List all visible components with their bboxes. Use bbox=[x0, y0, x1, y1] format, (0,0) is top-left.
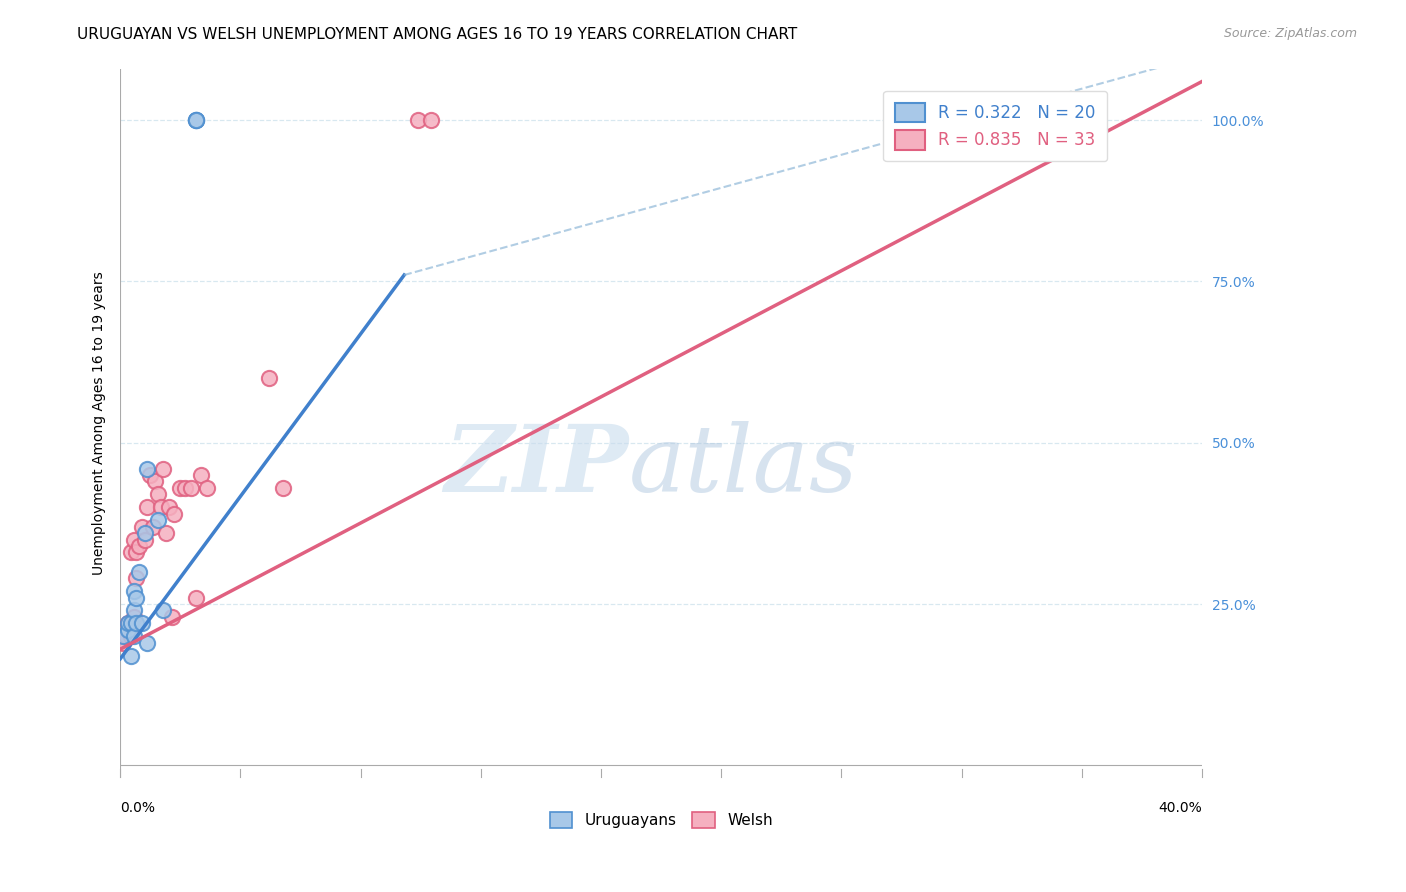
Point bbox=[125, 591, 148, 605]
Point bbox=[184, 113, 207, 128]
Text: 0.0%: 0.0% bbox=[121, 801, 155, 814]
Point bbox=[114, 629, 136, 643]
Point bbox=[146, 513, 169, 527]
Point bbox=[145, 475, 167, 489]
Point bbox=[111, 636, 134, 650]
Point bbox=[184, 113, 207, 128]
Legend: Uruguayans, Welsh: Uruguayans, Welsh bbox=[544, 806, 779, 834]
Point bbox=[180, 481, 202, 495]
Point bbox=[271, 481, 294, 495]
Point bbox=[136, 636, 159, 650]
Point bbox=[152, 461, 174, 475]
Point bbox=[257, 371, 280, 385]
Point bbox=[420, 113, 443, 128]
Point bbox=[136, 461, 159, 475]
Point bbox=[142, 519, 165, 533]
Point bbox=[131, 519, 153, 533]
Point bbox=[184, 113, 207, 128]
Point bbox=[406, 113, 429, 128]
Point bbox=[134, 533, 156, 547]
Point bbox=[117, 616, 139, 631]
Point bbox=[125, 616, 148, 631]
Point bbox=[122, 584, 145, 599]
Point bbox=[122, 629, 145, 643]
Point bbox=[120, 648, 142, 663]
Point bbox=[120, 616, 142, 631]
Point bbox=[155, 526, 177, 541]
Point bbox=[160, 610, 183, 624]
Point bbox=[117, 623, 139, 637]
Point bbox=[122, 610, 145, 624]
Text: Source: ZipAtlas.com: Source: ZipAtlas.com bbox=[1223, 27, 1357, 40]
Point bbox=[125, 571, 148, 585]
Point bbox=[134, 526, 156, 541]
Text: URUGUAYAN VS WELSH UNEMPLOYMENT AMONG AGES 16 TO 19 YEARS CORRELATION CHART: URUGUAYAN VS WELSH UNEMPLOYMENT AMONG AG… bbox=[77, 27, 797, 42]
Point bbox=[152, 603, 174, 617]
Point bbox=[120, 629, 142, 643]
Y-axis label: Unemployment Among Ages 16 to 19 years: Unemployment Among Ages 16 to 19 years bbox=[93, 271, 107, 575]
Point bbox=[111, 629, 134, 643]
Point bbox=[128, 539, 150, 553]
Point bbox=[184, 591, 207, 605]
Text: ZIP: ZIP bbox=[444, 421, 628, 511]
Point bbox=[128, 565, 150, 579]
Point bbox=[122, 533, 145, 547]
Point bbox=[157, 500, 180, 515]
Point bbox=[139, 467, 162, 482]
Point bbox=[195, 481, 218, 495]
Point bbox=[120, 545, 142, 559]
Point bbox=[146, 487, 169, 501]
Point bbox=[190, 467, 212, 482]
Text: 40.0%: 40.0% bbox=[1159, 801, 1202, 814]
Point bbox=[136, 500, 159, 515]
Point bbox=[122, 603, 145, 617]
Text: atlas: atlas bbox=[628, 421, 858, 511]
Point bbox=[149, 500, 172, 515]
Point bbox=[169, 481, 191, 495]
Point bbox=[125, 545, 148, 559]
Point bbox=[131, 616, 153, 631]
Point bbox=[174, 481, 197, 495]
Point bbox=[163, 507, 186, 521]
Point bbox=[117, 616, 139, 631]
